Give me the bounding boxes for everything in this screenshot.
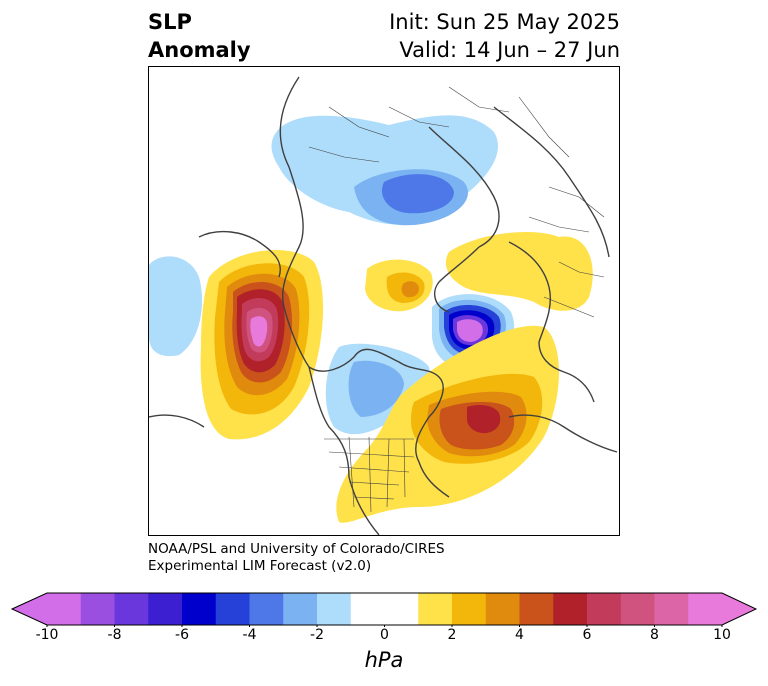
colorbar-cell	[182, 593, 217, 625]
colorbar-cell	[148, 593, 183, 625]
colorbar-tick-label: -8	[107, 627, 122, 643]
title-type: Anomaly	[148, 38, 251, 62]
colorbar-cell	[452, 593, 487, 625]
colorbar-cell	[553, 593, 588, 625]
colorbar-extend-max	[722, 593, 756, 625]
positive-anomaly-atlantic	[336, 325, 559, 523]
colorbar-tick-label: 6	[582, 627, 592, 643]
colorbar-tick-label: -10	[35, 627, 59, 643]
colorbar-cell	[47, 593, 82, 625]
positive-anomaly-arctic	[365, 259, 433, 312]
credit-line-2: Experimental LIM Forecast (v2.0)	[148, 558, 372, 574]
colorbar-cell	[249, 593, 284, 625]
map-canvas	[149, 76, 618, 535]
colorbar-cell	[317, 593, 352, 625]
colorbar-cell	[587, 593, 622, 625]
colorbar-tick-label: 4	[515, 627, 524, 643]
country-borders	[308, 86, 605, 513]
negative-anomaly-pacific	[149, 256, 203, 357]
colorbar-cell	[418, 593, 453, 625]
init-date: Init: Sun 25 May 2025	[389, 10, 620, 34]
colorbar-cell	[688, 593, 723, 625]
colorbar-cell	[485, 593, 520, 625]
colorbar-cell	[654, 593, 689, 625]
coastlines	[149, 76, 618, 535]
title-variable: SLP	[148, 10, 192, 34]
colorbar-cell	[215, 593, 250, 625]
colorbar-tick-label: 0	[380, 627, 389, 643]
negative-anomaly-arctic	[271, 115, 498, 226]
colorbar-cells	[10, 592, 758, 627]
map-title: SLP Anomaly	[148, 8, 251, 64]
colorbar-cell	[114, 593, 149, 625]
colorbar-cell	[80, 593, 115, 625]
positive-anomaly-northeast-pacific	[200, 250, 324, 440]
negative-anomaly-north-atlantic	[432, 294, 515, 370]
credit-line-1: NOAA/PSL and University of Colorado/CIRE…	[148, 541, 445, 557]
colorbar-tick-label: -2	[310, 627, 324, 643]
colorbar-tick-label: 8	[650, 627, 659, 643]
colorbar-extend-min	[12, 593, 47, 625]
colorbar-tick-label: 2	[447, 627, 457, 643]
credit-text: NOAA/PSL and University of Colorado/CIRE…	[148, 541, 445, 575]
colorbar-cell	[283, 593, 318, 625]
colorbar-unit: hPa	[364, 648, 404, 672]
positive-anomaly-eurasia	[445, 232, 593, 311]
colorbar-tick-label: 10	[713, 627, 731, 643]
valid-range: Valid: 14 Jun – 27 Jun	[399, 38, 620, 62]
slp-anomaly-map	[148, 66, 620, 536]
colorbar-cell	[620, 593, 655, 625]
colorbar-cell	[519, 593, 554, 625]
colorbar-cell	[350, 593, 419, 625]
colorbar-tick-label: -6	[175, 627, 189, 643]
colorbar	[10, 592, 758, 627]
map-dates: Init: Sun 25 May 2025 Valid: 14 Jun – 27…	[389, 8, 620, 64]
colorbar-tick-label: -4	[242, 627, 257, 643]
